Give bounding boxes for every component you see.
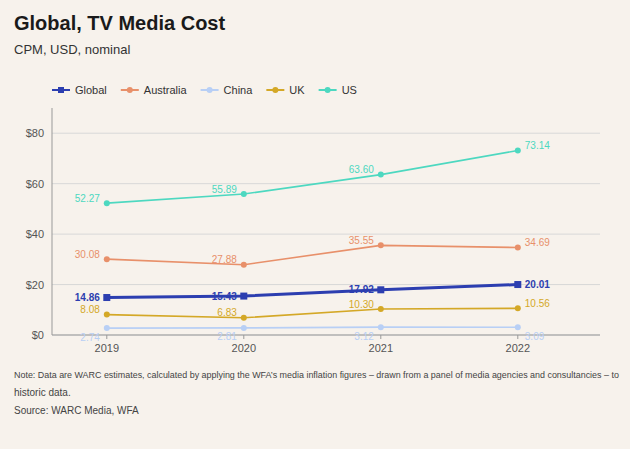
data-label: 55.89 — [212, 184, 237, 195]
x-tick — [106, 335, 107, 339]
grid-line — [52, 234, 600, 235]
data-label: 63.60 — [349, 164, 374, 175]
legend-item: UK — [266, 84, 305, 96]
marker — [378, 172, 384, 178]
series — [104, 305, 521, 320]
legend-item: US — [319, 84, 357, 96]
y-tick-label: $20 — [26, 279, 44, 291]
y-tick-label: $40 — [26, 228, 44, 240]
note: Source: WARC Media, WFA — [14, 405, 139, 416]
marker — [378, 324, 384, 330]
series — [104, 242, 521, 267]
x-tick-label: 2021 — [369, 342, 393, 354]
legend-label: Australia — [144, 84, 188, 96]
marker — [104, 200, 110, 206]
y-axis-line — [52, 108, 53, 335]
marker — [241, 325, 247, 331]
x-tick — [517, 335, 518, 339]
legend-label: US — [342, 84, 357, 96]
title: Global, TV Media Cost — [14, 12, 225, 34]
legend-marker — [207, 87, 213, 93]
marker — [241, 191, 247, 197]
background — [0, 0, 630, 449]
data-label: 17.92 — [349, 284, 374, 295]
legend-item: China — [201, 84, 254, 96]
data-label: 8.08 — [80, 304, 100, 315]
marker — [241, 262, 247, 268]
grid — [52, 133, 600, 335]
series — [103, 281, 521, 301]
marker — [103, 294, 110, 301]
legend-label: Global — [75, 84, 107, 96]
x-tick-label: 2022 — [506, 342, 530, 354]
chart: Global, TV Media Cost CPM, USD, nominal $0… — [0, 0, 630, 449]
marker — [515, 324, 521, 330]
marker — [515, 305, 521, 311]
series — [104, 324, 521, 331]
subtitle: CPM, USD, nominal — [14, 42, 130, 57]
x-tick — [380, 335, 381, 339]
data-label: 52.27 — [75, 193, 100, 204]
data-label: 3.09 — [525, 331, 545, 342]
x-tick-label: 2019 — [95, 342, 119, 354]
marker — [104, 256, 110, 262]
legend-item: Global — [52, 84, 107, 96]
line — [107, 308, 518, 317]
marker — [378, 306, 384, 312]
data-label: 30.08 — [75, 249, 100, 260]
data-label: 10.30 — [349, 299, 374, 310]
note: Note: Data are WARC estimates, calculate… — [14, 370, 619, 380]
legend-item: Australia — [121, 84, 188, 96]
marker — [378, 242, 384, 248]
line — [107, 285, 518, 298]
x-tick-label: 2020 — [232, 342, 256, 354]
marker — [241, 315, 247, 321]
x-tick — [243, 335, 244, 339]
line — [107, 326, 518, 329]
grid-line — [52, 183, 600, 184]
data-label: 35.55 — [349, 235, 374, 246]
legend-label: UK — [289, 84, 305, 96]
series — [104, 148, 521, 207]
y-tick-label: $60 — [26, 178, 44, 190]
line — [107, 245, 518, 264]
legend-marker — [272, 87, 278, 93]
data-label: 20.01 — [525, 279, 550, 290]
marker — [240, 293, 247, 300]
y-tick-label: $80 — [26, 127, 44, 139]
data-label: 2.81 — [217, 331, 237, 342]
data-label: 14.86 — [75, 292, 100, 303]
legend-label: China — [224, 84, 254, 96]
legend: Global Australia China UK US — [52, 84, 357, 96]
marker — [515, 245, 521, 251]
data-label: 73.14 — [525, 140, 550, 151]
legend-marker — [58, 87, 64, 93]
legend-marker — [127, 87, 133, 93]
data-label: 15.43 — [212, 291, 237, 302]
marker — [377, 286, 384, 293]
y-tick-label: $0 — [32, 329, 44, 341]
data-labels: 14.86 15.43 17.92 20.01 30.08 27.88 35.55 34.69… — [75, 140, 550, 343]
note: historic data. — [14, 387, 71, 398]
grid-line — [52, 133, 600, 134]
marker — [104, 325, 110, 331]
data-label: 34.69 — [525, 237, 550, 248]
line — [107, 151, 518, 204]
marker — [514, 281, 521, 288]
legend-marker — [325, 87, 331, 93]
data-label: 2.74 — [80, 332, 100, 343]
data-label: 3.12 — [354, 331, 374, 342]
data-label: 6.83 — [217, 307, 237, 318]
data-label: 27.88 — [212, 254, 237, 265]
marker — [515, 148, 521, 154]
marker — [104, 312, 110, 318]
plot-area — [103, 148, 521, 332]
data-label: 10.56 — [525, 298, 550, 309]
